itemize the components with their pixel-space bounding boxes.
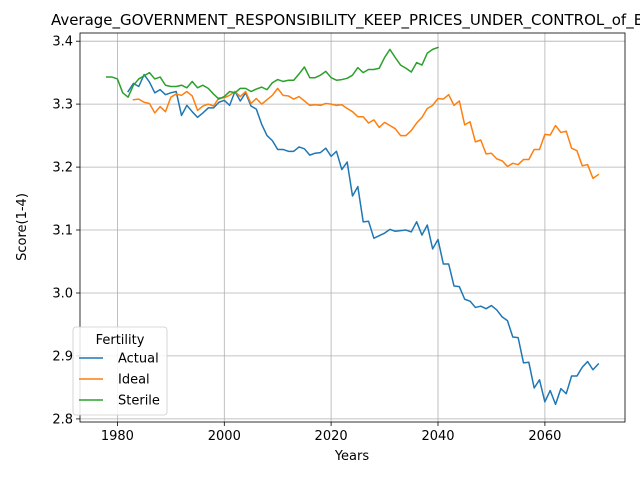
y-tick-label: 3.0 [52, 287, 73, 302]
legend-label-ideal: Ideal [118, 373, 150, 388]
series-line-actual [127, 73, 600, 406]
series-line-sterile [105, 46, 439, 100]
legend: Fertility Actual Ideal Sterile [72, 326, 168, 416]
axis-ticks: 1980 2000 2020 2040 2060 2.8 2.9 3.0 3.1 3.2 3.3 3.… [52, 35, 561, 444]
series-line-ideal [132, 87, 600, 180]
y-tick-label: 3.3 [52, 98, 73, 113]
legend-label-actual: Actual [118, 352, 159, 367]
x-tick-label: 2000 [208, 429, 241, 444]
legend-items: Actual Ideal Sterile [79, 352, 160, 409]
y-tick-label: 2.8 [52, 412, 73, 427]
x-tick-label: 2040 [421, 429, 454, 444]
plot-frame [79, 32, 626, 423]
x-tick-label: 1980 [101, 429, 134, 444]
y-tick-label: 2.9 [52, 349, 73, 364]
x-axis-label: Years [334, 449, 370, 464]
y-tick-label: 3.4 [52, 35, 73, 50]
chart-title: Average_GOVERNMENT_RESPONSIBILITY_KEEP_P… [51, 11, 640, 30]
legend-title: Fertility [96, 333, 145, 348]
y-tick-label: 3.1 [52, 224, 73, 239]
y-axis-label: Score(1-4) [15, 193, 30, 261]
x-tick-label: 2060 [528, 429, 561, 444]
legend-box [72, 326, 168, 416]
legend-label-sterile: Sterile [118, 394, 160, 409]
x-tick-label: 2020 [315, 429, 348, 444]
series-lines [105, 46, 600, 406]
grid-lines [80, 33, 625, 422]
y-tick-label: 3.2 [52, 161, 73, 176]
